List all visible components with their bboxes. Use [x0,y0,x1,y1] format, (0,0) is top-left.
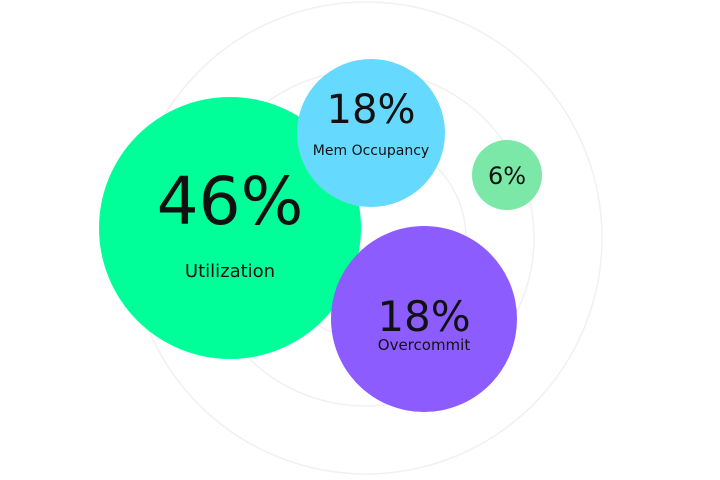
bubble-value-label: 46% [157,163,304,240]
bubble-utilization: 46% Utilization [99,97,361,359]
bubble-category-label: Mem Occupancy [313,143,429,159]
bubble-mem-occupancy: 18% Mem Occupancy [297,59,445,207]
bubble-category-label: Overcommit [378,336,471,354]
bubble-category-label: Utilization [185,261,275,282]
bubble-overcommit: 18%Overcommit [331,226,517,412]
bubble-value-label: 18% [327,87,416,133]
bubble-circle [472,140,542,210]
bubble-value-label: 6% [488,162,526,190]
bubble-circle [297,59,445,207]
bubble-circle [99,97,361,359]
bubble-circle [331,226,517,412]
bubble-unlabeled: 6% [472,140,542,210]
bubble-value-label: 18% [377,292,470,341]
